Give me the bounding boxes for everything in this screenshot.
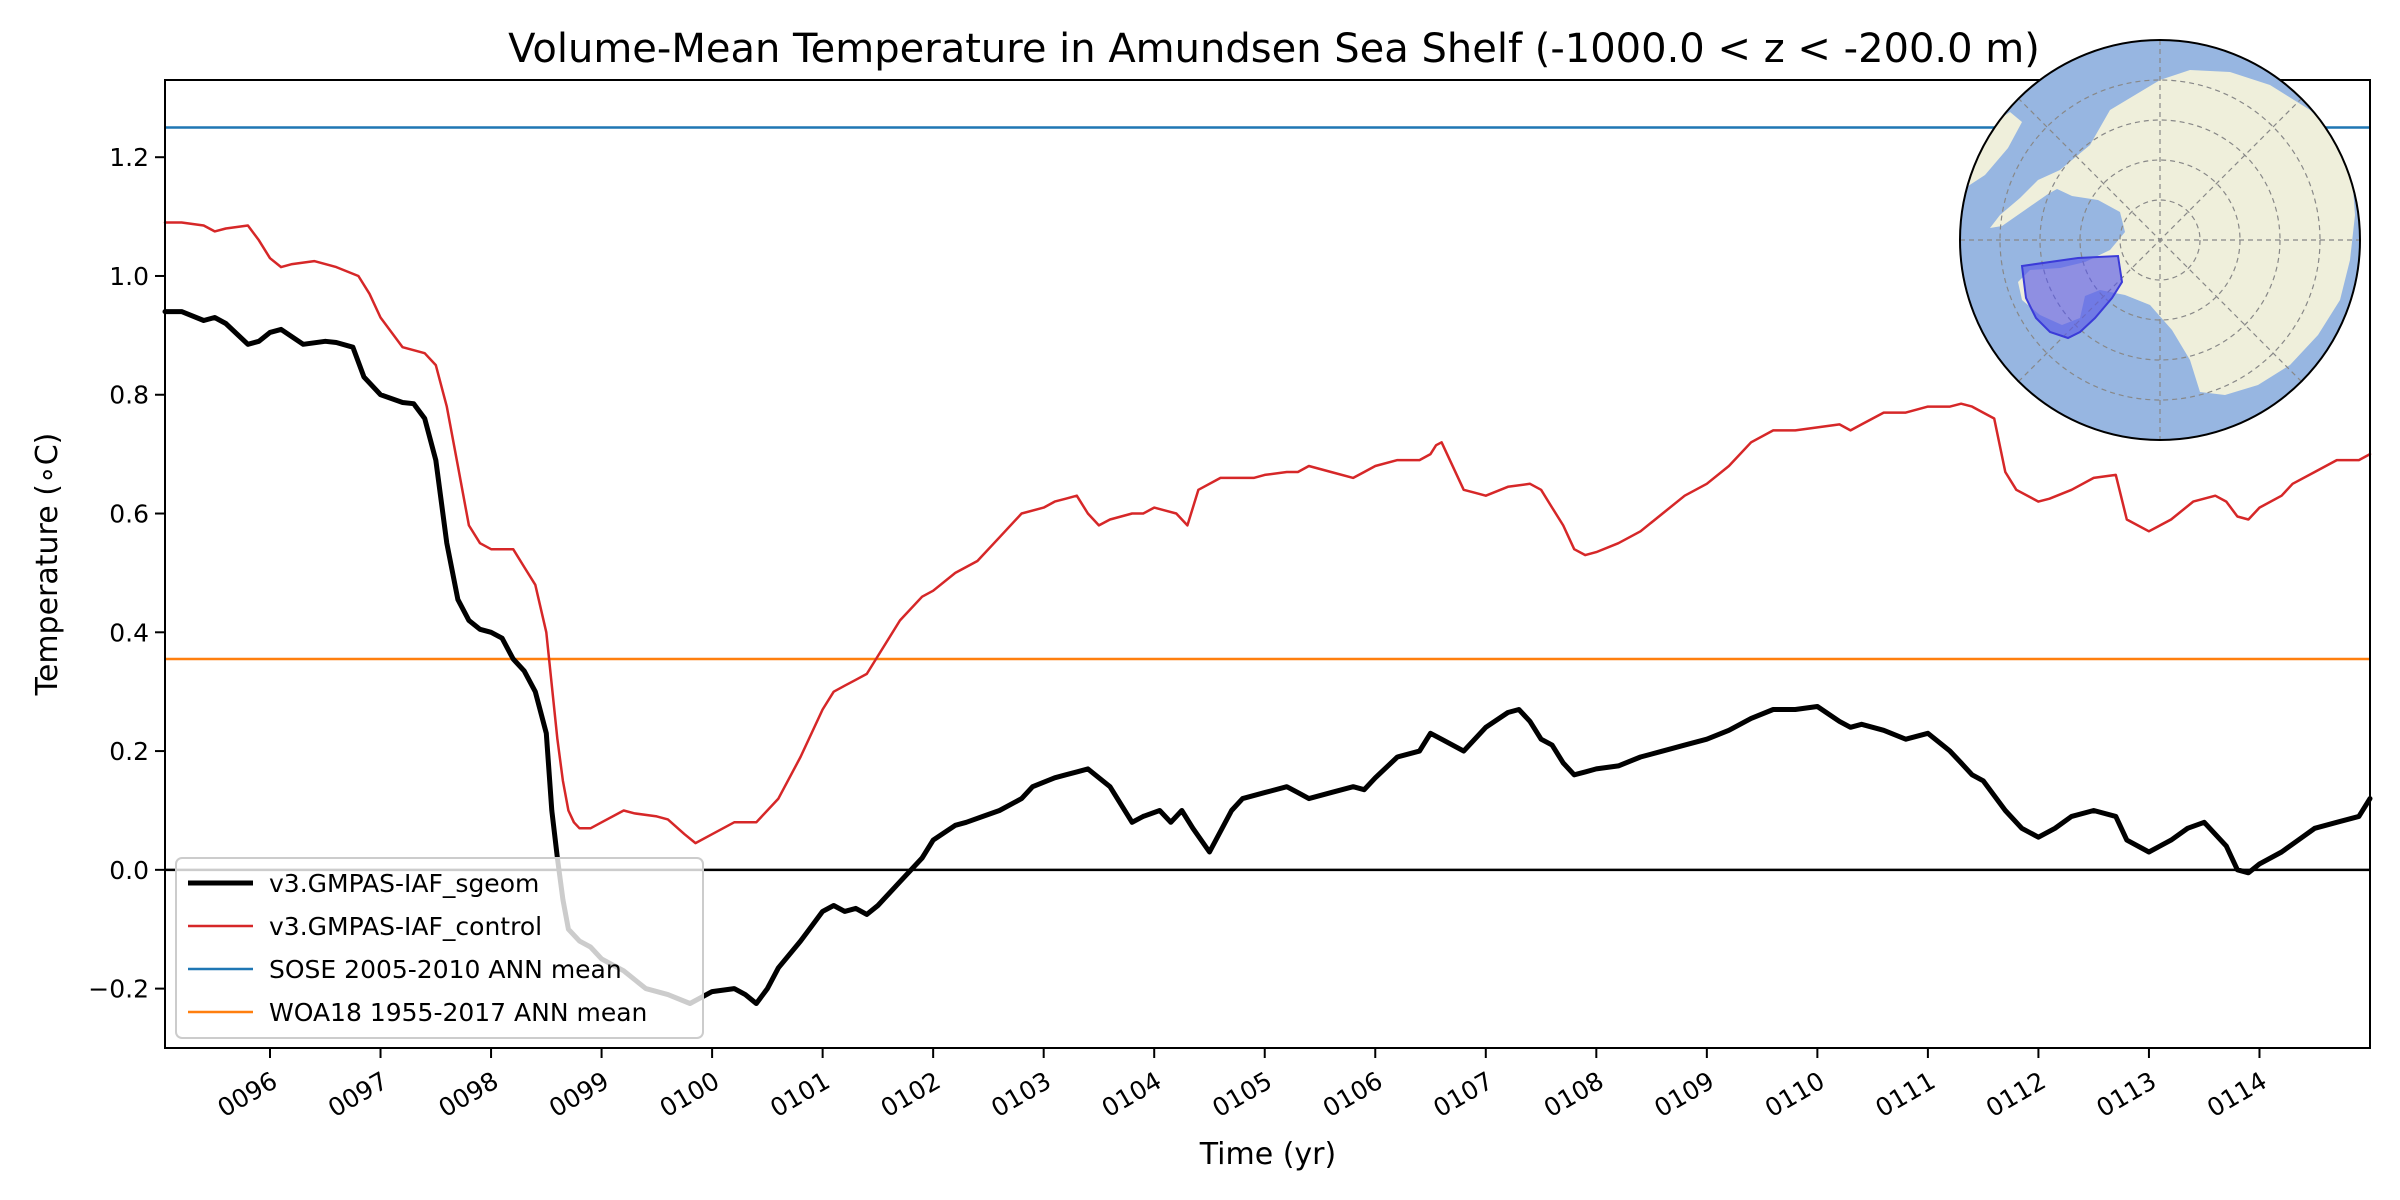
map-graticule [1960, 40, 2360, 440]
y-axis: −0.2 0.0 0.2 0.4 0.6 0.8 1.0 1.2 [88, 143, 165, 1004]
map-land-antarctica [2018, 70, 2355, 395]
y-tick-label: 0.4 [109, 618, 149, 647]
map-land-peninsula [1990, 170, 2066, 228]
legend-box [175, 857, 704, 1039]
y-tick-label: 0.6 [109, 500, 149, 529]
map-amundsen-region [2020, 254, 2124, 340]
inset-map [1959, 39, 2361, 441]
plot-frame [164, 79, 2371, 1049]
chart-title: Volume-Mean Temperature in Amundsen Sea … [508, 26, 2040, 72]
series-line-2 [163, 221, 2372, 845]
y-tick-label: 0.2 [109, 737, 149, 766]
series-line-1 [162, 309, 2373, 1006]
map-land-south-america [1960, 112, 2022, 190]
y-axis-label: Temperature (∘C) [30, 433, 65, 697]
legend-label-3: SOSE 2005-2010 ANN mean [269, 955, 622, 984]
y-tick-label: −0.2 [88, 975, 149, 1004]
y-tick-label: 1.0 [109, 262, 149, 291]
y-tick-label: 0.8 [109, 381, 149, 410]
y-tick-label: 1.2 [109, 143, 149, 172]
legend-label-1: v3.GMPAS-IAF_sgeom [269, 869, 539, 898]
legend-label-4: WOA18 1955-2017 ANN mean [269, 998, 647, 1027]
y-tick-label: 0.0 [109, 856, 149, 885]
x-axis-label: Time (yr) [1199, 1137, 1336, 1172]
series-layer [162, 221, 2373, 1006]
legend-label-2: v3.GMPAS-IAF_control [269, 912, 542, 941]
legend: v3.GMPAS-IAF_sgeom v3.GMPAS-IAF_control SO… [175, 857, 704, 1039]
